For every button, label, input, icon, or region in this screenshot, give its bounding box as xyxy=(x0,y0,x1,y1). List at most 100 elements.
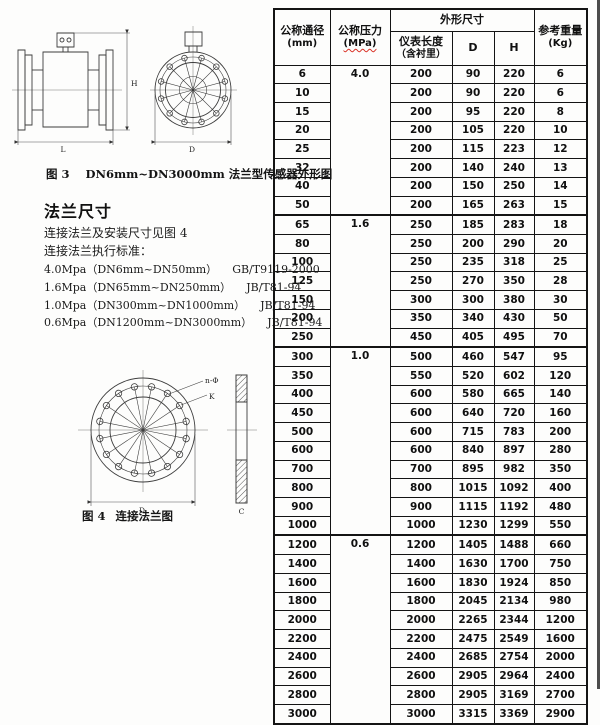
cell-weight: 2900 xyxy=(533,703,588,725)
table-row: 1600 1600 1830 1924 850 xyxy=(273,572,588,593)
col-header-length: 仪表长度 （含衬里） xyxy=(389,30,453,66)
figure4-number: 图 4 xyxy=(82,509,106,523)
cell-length: 550 xyxy=(389,366,453,386)
cell-h: 220 xyxy=(493,101,535,122)
cell-d: 520 xyxy=(451,366,495,386)
cell-dn: 450 xyxy=(273,403,331,424)
cell-dn: 800 xyxy=(273,478,331,499)
cell-length: 250 xyxy=(389,233,453,254)
cell-dn: 2000 xyxy=(273,610,331,631)
figure3-number: 图 3 xyxy=(46,167,70,181)
col-header-weight: 参考重量 (Kg) xyxy=(533,8,588,66)
table-row: 500 600 715 783 200 xyxy=(273,422,588,442)
flange-standard-line: 连接法兰执行标准： xyxy=(44,244,153,258)
cell-h: 897 xyxy=(493,440,535,461)
cell-h: 1299 xyxy=(493,515,535,536)
sensor-side-view xyxy=(12,33,122,130)
cell-d: 270 xyxy=(451,271,495,292)
dimension-table: 公称通径 (mm) 公称压力 (MPa) 外形尺寸 参考重量 (Kg) 仪表长度… xyxy=(273,8,588,725)
cell-weight: 280 xyxy=(533,440,588,461)
cell-dn: 600 xyxy=(273,440,331,461)
cell-h: 2134 xyxy=(493,591,535,612)
cell-weight: 160 xyxy=(533,403,588,424)
cell-h: 1700 xyxy=(493,554,535,574)
cell-weight: 15 xyxy=(533,195,588,216)
flange-size-heading: 法兰尺寸 xyxy=(44,202,113,221)
cell-pressure: 1.0 xyxy=(329,346,391,536)
cell-length: 1800 xyxy=(389,591,453,612)
col-header-weight-unit: (Kg) xyxy=(548,37,573,49)
cell-dn: 50 xyxy=(273,195,331,216)
table-row: 20 200 105 220 10 xyxy=(273,120,588,141)
cell-h: 2964 xyxy=(493,666,535,687)
table-row: 25 200 115 223 12 xyxy=(273,139,588,160)
figure4-title: 连接法兰图 xyxy=(115,509,174,523)
sensor-front-view xyxy=(150,26,237,135)
cell-length: 2400 xyxy=(389,647,453,668)
header-row-group: 公称通径 (mm) 公称压力 (MPa) 外形尺寸 参考重量 (Kg) xyxy=(273,8,588,66)
cell-length: 500 xyxy=(389,346,453,368)
cell-d: 715 xyxy=(451,422,495,442)
spec-table-body: 6 4.0 200 90 220 6 10 200 90 220 6 15 200 95 220 8 20 200… xyxy=(273,64,588,725)
cell-weight: 120 xyxy=(533,366,588,386)
table-row: 32 200 140 240 13 xyxy=(273,158,588,178)
table-row: 600 600 840 897 280 xyxy=(273,440,588,461)
cell-pressure: 0.6 xyxy=(329,534,391,725)
cell-weight: 200 xyxy=(533,422,588,442)
standard-item: 1.6Mpa（DN65mm~DN250mm） JB/T81-94 xyxy=(44,279,301,295)
cell-dn: 200 xyxy=(273,308,331,329)
cell-weight: 20 xyxy=(533,233,588,254)
cell-dn: 65 xyxy=(273,214,331,235)
cell-pressure: 4.0 xyxy=(329,64,391,216)
cell-d: 165 xyxy=(451,195,495,216)
cell-length: 600 xyxy=(389,422,453,442)
cell-h: 3369 xyxy=(493,703,535,725)
col-header-dn-label: 公称通径 xyxy=(280,24,325,38)
table-row: 1800 1800 2045 2134 980 xyxy=(273,591,588,612)
cell-h: 982 xyxy=(493,459,535,480)
table-row: 350 550 520 602 120 xyxy=(273,366,588,386)
cell-weight: 12 xyxy=(533,139,588,160)
cell-dn: 40 xyxy=(273,176,331,197)
cell-dn: 250 xyxy=(273,327,331,348)
table-row: 250 450 405 495 70 xyxy=(273,327,588,348)
cell-weight: 95 xyxy=(533,346,588,368)
cell-weight: 850 xyxy=(533,572,588,593)
table-row: 1200 0.6 1200 1405 1488 660 xyxy=(273,534,588,725)
cell-length: 1400 xyxy=(389,554,453,574)
cell-d: 90 xyxy=(451,64,495,85)
dim-label-H: H xyxy=(131,79,138,88)
cell-weight: 10 xyxy=(533,120,588,141)
table-row: 65 1.6 250 185 283 18 xyxy=(273,214,588,348)
cell-dn: 1000 xyxy=(273,515,331,536)
cell-h: 1092 xyxy=(493,478,535,499)
cell-d: 2475 xyxy=(451,629,495,649)
cell-d: 1405 xyxy=(451,534,495,556)
cell-dn: 3000 xyxy=(273,703,331,725)
cell-d: 1230 xyxy=(451,515,495,536)
cell-h: 720 xyxy=(493,403,535,424)
cell-h: 1192 xyxy=(493,497,535,517)
cell-d: 2685 xyxy=(451,647,495,668)
callout-label-n-phi: n-Φ xyxy=(205,376,219,385)
cell-weight: 70 xyxy=(533,327,588,348)
connection-flange-drawing: n-Φ K D C xyxy=(0,368,270,516)
front-view-bolt-pattern xyxy=(158,55,229,126)
cell-weight: 28 xyxy=(533,271,588,292)
col-header-pressure-label: 公称压力 xyxy=(338,24,382,38)
cell-dn: 20 xyxy=(273,120,331,141)
cell-length: 200 xyxy=(389,195,453,216)
table-row: 800 800 1015 1092 400 xyxy=(273,478,588,499)
table-row: 15 200 95 220 8 xyxy=(273,101,588,122)
cell-d: 2045 xyxy=(451,591,495,612)
figure4-caption: 图 4 连接法兰图 xyxy=(82,508,173,524)
cell-h: 380 xyxy=(493,290,535,310)
cell-dn: 500 xyxy=(273,422,331,442)
cell-dn: 300 xyxy=(273,346,331,368)
table-row: 40 200 150 250 14 xyxy=(273,176,588,197)
cell-length: 200 xyxy=(389,64,453,85)
cell-weight: 30 xyxy=(533,290,588,310)
cell-weight: 13 xyxy=(533,158,588,178)
cell-length: 3000 xyxy=(389,703,453,725)
cell-length: 250 xyxy=(389,214,453,235)
